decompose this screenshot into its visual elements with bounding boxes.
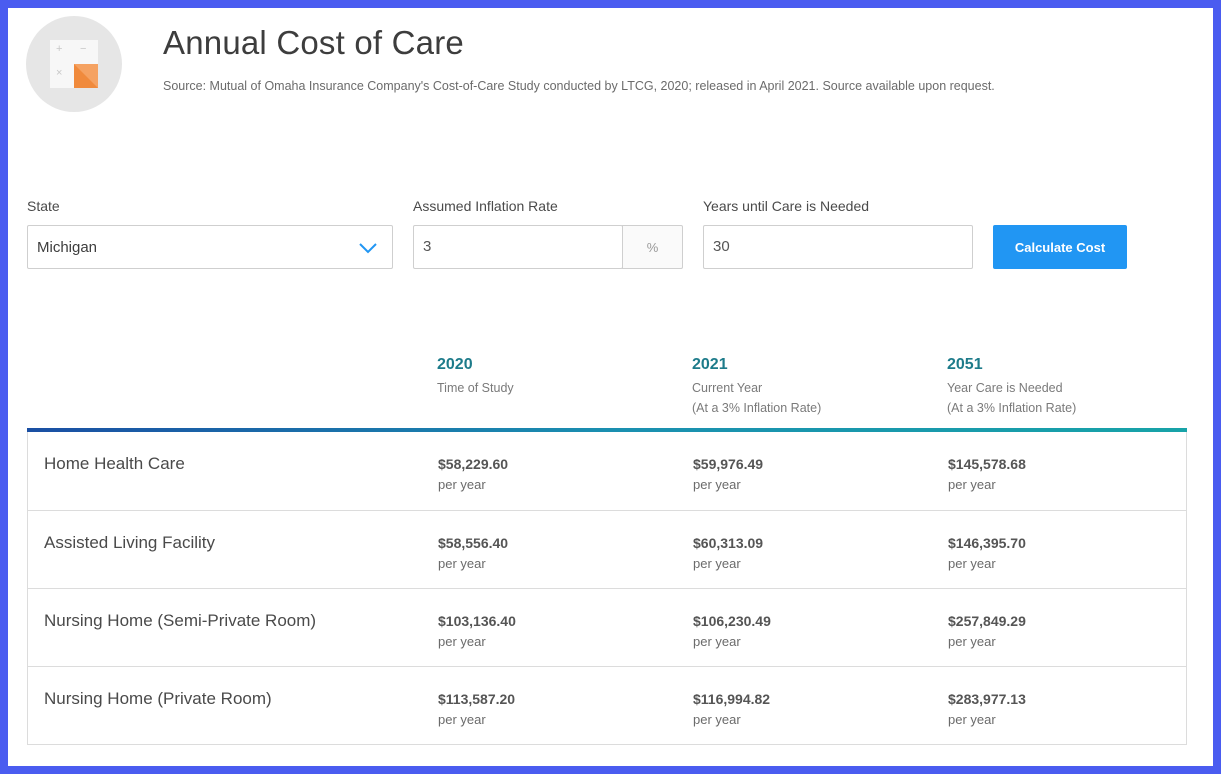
column-header-2020: 2020 Time of Study: [437, 355, 514, 398]
calculator-card: + − ×: [50, 40, 98, 88]
table-header-divider: [27, 428, 1187, 432]
cost-cell: $60,313.09 per year: [693, 534, 763, 573]
cost-amount: $59,976.49: [693, 456, 764, 472]
column-year: 2021: [692, 356, 728, 373]
cost-amount: $60,313.09: [693, 535, 764, 551]
cost-unit: per year: [693, 556, 741, 571]
cost-unit: per year: [948, 712, 996, 727]
cost-amount: $58,229.60: [438, 456, 509, 472]
cost-unit: per year: [948, 477, 996, 492]
percent-addon: %: [622, 225, 683, 269]
years-until-care-value: 30: [713, 238, 730, 255]
page-title: Annual Cost of Care: [163, 24, 464, 61]
cost-cell: $58,229.60 per year: [438, 455, 508, 494]
state-select-value: Michigan: [37, 239, 98, 256]
cost-cell: $59,976.49 per year: [693, 455, 763, 494]
column-year: 2051: [947, 356, 983, 373]
cost-amount: $257,849.29: [948, 613, 1026, 629]
cost-cell: $146,395.70 per year: [948, 534, 1026, 573]
cost-cell: $113,587.20 per year: [438, 690, 515, 729]
cost-amount: $116,994.82: [693, 691, 771, 707]
cost-cell: $283,977.13 per year: [948, 690, 1026, 729]
calculator-icon: + − ×: [26, 16, 122, 112]
cost-cell: $103,136.40 per year: [438, 612, 516, 651]
column-subtitle: Current Year: [692, 381, 763, 395]
cost-amount: $145,578.68: [948, 456, 1026, 472]
chevron-down-icon: [359, 243, 377, 254]
care-type-label: Assisted Living Facility: [44, 533, 216, 552]
page-container: + − × Annual Cost of Care Source: Mutual…: [8, 8, 1213, 766]
cost-cell: $257,849.29 per year: [948, 612, 1026, 651]
state-select[interactable]: Michigan: [27, 225, 393, 269]
column-subtitle: Time of Study: [437, 381, 514, 395]
cost-unit: per year: [693, 712, 741, 727]
cost-unit: per year: [948, 556, 996, 571]
cost-unit: per year: [438, 712, 486, 727]
care-type-label: Nursing Home (Private Room): [44, 689, 272, 708]
column-subtitle-note: (At a 3% Inflation Rate): [692, 401, 822, 415]
cost-unit: per year: [438, 477, 486, 492]
source-note: Source: Mutual of Omaha Insurance Compan…: [163, 79, 995, 93]
cost-amount: $113,587.20: [438, 691, 516, 707]
cost-amount: $103,136.40: [438, 613, 516, 629]
cost-amount: $58,556.40: [438, 535, 509, 551]
years-label: Years until Care is Needed: [703, 198, 870, 214]
cost-amount: $283,977.13: [948, 691, 1026, 707]
table-row: Assisted Living Facility $58,556.40 per …: [28, 510, 1186, 588]
column-subtitle: Year Care is Needed: [947, 381, 1063, 395]
column-header-2051: 2051 Year Care is Needed (At a 3% Inflat…: [947, 355, 1076, 418]
table-row: Home Health Care $58,229.60 per year $59…: [28, 432, 1186, 510]
calculator-orange-shape: [74, 64, 98, 88]
cost-amount: $106,230.49: [693, 613, 771, 629]
column-subtitle-note: (At a 3% Inflation Rate): [947, 401, 1077, 415]
table-row: Nursing Home (Semi-Private Room) $103,13…: [28, 588, 1186, 666]
calculate-cost-button[interactable]: Calculate Cost: [993, 225, 1127, 269]
cost-unit: per year: [693, 477, 741, 492]
column-year: 2020: [437, 356, 473, 373]
cost-unit: per year: [438, 634, 486, 649]
cost-unit: per year: [693, 634, 741, 649]
cost-unit: per year: [438, 556, 486, 571]
table-row: Nursing Home (Private Room) $113,587.20 …: [28, 666, 1186, 744]
inflation-label: Assumed Inflation Rate: [413, 198, 558, 214]
years-until-care-input[interactable]: 30: [703, 225, 973, 269]
care-type-label: Home Health Care: [44, 454, 185, 473]
care-type-label: Nursing Home (Semi-Private Room): [44, 611, 317, 630]
cost-table: Home Health Care $58,229.60 per year $59…: [27, 432, 1187, 745]
cost-amount: $146,395.70: [948, 535, 1026, 551]
column-header-2021: 2021 Current Year (At a 3% Inflation Rat…: [692, 355, 821, 418]
cost-cell: $116,994.82 per year: [693, 690, 770, 729]
state-label: State: [27, 198, 60, 214]
inflation-rate-value: 3: [423, 238, 432, 255]
cost-unit: per year: [948, 634, 996, 649]
cost-cell: $58,556.40 per year: [438, 534, 508, 573]
cost-cell: $106,230.49 per year: [693, 612, 771, 651]
inflation-rate-input[interactable]: 3: [413, 225, 623, 269]
cost-cell: $145,578.68 per year: [948, 455, 1026, 494]
